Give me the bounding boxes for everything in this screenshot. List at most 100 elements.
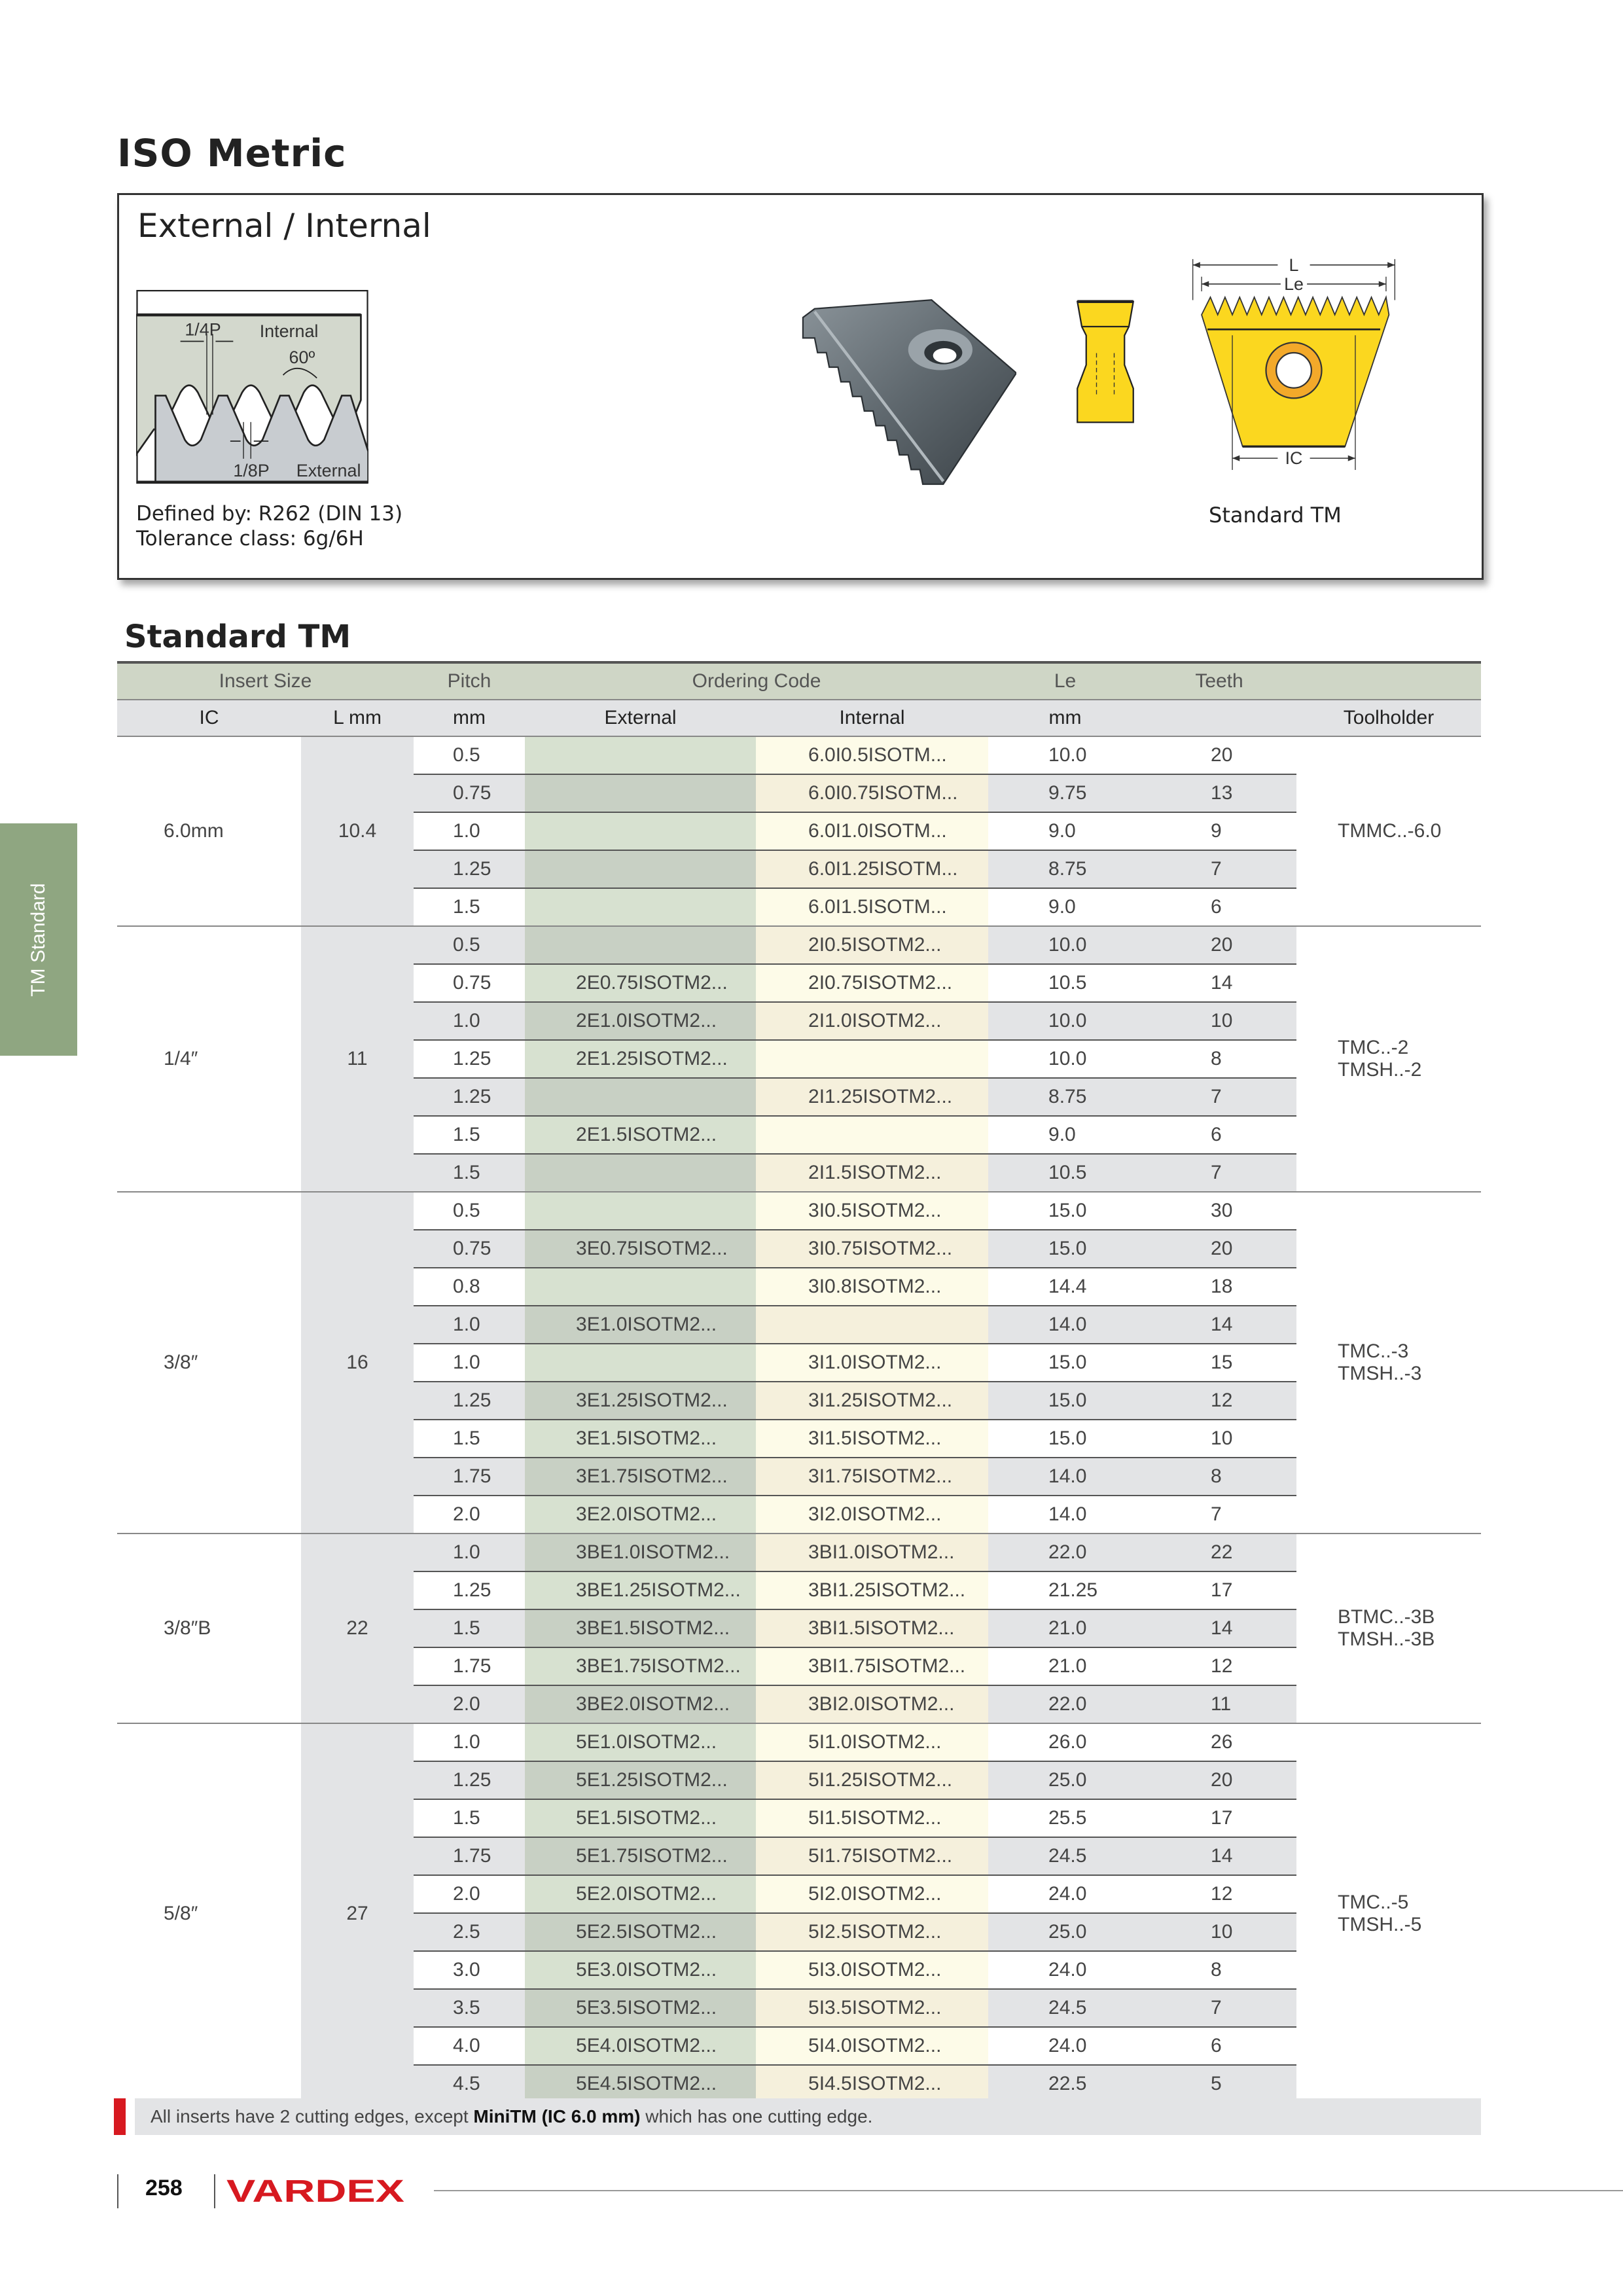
pitch-cell: 0.5 <box>414 925 526 965</box>
pitch-cell: 1.25 <box>414 850 526 889</box>
header-ordering-code: Ordering Code <box>525 661 989 700</box>
table-row: 1.25 2I1.25ISOTM2... 8.75 7 <box>117 1078 1481 1117</box>
le-cell: 9.0 <box>988 812 1143 851</box>
header-le-mm: mm <box>988 700 1143 737</box>
teeth-cell: 20 <box>1142 1230 1297 1268</box>
external-code-cell: 2E1.0ISOTM2... <box>525 1002 757 1041</box>
table-body: 6.0mm 10.4 0.5 6.0I0.5ISOTM... 10.0 20 TMMC..-… <box>117 736 1482 2104</box>
table-row: 0.75 2E0.75ISOTM2... 2I0.75ISOTM2... 10.5 14 <box>117 964 1481 1003</box>
le-cell: 8.75 <box>988 850 1143 889</box>
teeth-cell: 6 <box>1142 888 1297 926</box>
brand-name: VARDEX <box>226 2174 404 2207</box>
pitch-cell: 1.5 <box>414 1154 526 1192</box>
teeth-cell: 7 <box>1142 1078 1297 1117</box>
table-header-top: Insert Size Pitch Ordering Code Le Teeth <box>117 661 1482 700</box>
teeth-cell: 17 <box>1142 1571 1297 1610</box>
vardex-logo: VARDEX <box>226 2174 404 2207</box>
table-row: 0.8 3I0.8ISOTM2... 14.4 18 <box>117 1268 1481 1306</box>
internal-code-cell: 3I0.8ISOTM2... <box>756 1268 989 1306</box>
insert-3d-image <box>802 299 1016 485</box>
ic-cell: 3/8″ <box>117 1191 301 1534</box>
pitch-cell: 1.0 <box>414 1306 526 1344</box>
pitch-cell: 2.5 <box>414 1913 526 1952</box>
teeth-cell: 14 <box>1142 1837 1297 1876</box>
teeth-cell: 12 <box>1142 1875 1297 1914</box>
table-row: 0.75 3E0.75ISOTM2... 3I0.75ISOTM2... 15.0 20 <box>117 1230 1481 1268</box>
teeth-cell: 13 <box>1142 774 1297 813</box>
table-row: 0.75 6.0I0.75ISOTM... 9.75 13 <box>117 774 1481 813</box>
external-code-cell: 3E1.75ISOTM2... <box>525 1458 757 1496</box>
table-row: 1.5 5E1.5ISOTM2... 5I1.5ISOTM2... 25.5 17 <box>117 1799 1481 1838</box>
external-code-cell: 5E1.5ISOTM2... <box>525 1799 757 1838</box>
l-mm-cell: 27 <box>301 1723 414 2103</box>
teeth-cell: 9 <box>1142 812 1297 851</box>
external-code-cell: 3E1.25ISOTM2... <box>525 1382 757 1420</box>
internal-code-cell: 5I1.75ISOTM2... <box>756 1837 989 1876</box>
teeth-cell: 30 <box>1142 1191 1297 1230</box>
table-row: 1.5 2E1.5ISOTM2... 9.0 6 <box>117 1116 1481 1155</box>
pitch-cell: 2.0 <box>414 1875 526 1914</box>
internal-code-cell: 5I1.0ISOTM2... <box>756 1723 989 1762</box>
le-cell: 10.0 <box>988 925 1143 965</box>
table-row: 2.5 5E2.5ISOTM2... 5I2.5ISOTM2... 25.0 10 <box>117 1913 1481 1952</box>
footer-divider <box>117 2174 118 2208</box>
le-cell: 24.5 <box>988 1989 1143 2028</box>
note-prefix: All inserts have 2 cutting edges, except <box>151 2106 474 2126</box>
external-code-cell: 2E1.5ISOTM2... <box>525 1116 757 1155</box>
pitch-cell: 1.25 <box>414 1040 526 1079</box>
teeth-cell: 20 <box>1142 1761 1297 1800</box>
teeth-cell: 8 <box>1142 1458 1297 1496</box>
internal-code-cell: 3I1.25ISOTM2... <box>756 1382 989 1420</box>
page-title: ISO Metric <box>117 131 347 175</box>
le-cell: 26.0 <box>988 1723 1143 1762</box>
header-insert-size: Insert Size <box>117 661 414 700</box>
footer-rule <box>434 2190 1623 2191</box>
internal-code-cell: 3I1.5ISOTM2... <box>756 1420 989 1458</box>
external-code-cell <box>525 1344 757 1382</box>
external-code-cell <box>525 1154 757 1192</box>
teeth-cell: 5 <box>1142 2065 1297 2104</box>
dimension-l-label: L <box>1289 255 1299 275</box>
teeth-cell: 20 <box>1142 925 1297 965</box>
external-code-cell <box>525 925 757 965</box>
note-box: All inserts have 2 cutting edges, except… <box>135 2098 1481 2135</box>
le-cell: 9.75 <box>988 774 1143 813</box>
pitch-cell: 1.0 <box>414 1344 526 1382</box>
l-mm-cell: 10.4 <box>301 736 414 926</box>
toolholder-name: TMC..-3 <box>1338 1340 1409 1362</box>
internal-code-cell: 2I1.5ISOTM2... <box>756 1154 989 1192</box>
teeth-cell: 6 <box>1142 1116 1297 1155</box>
external-code-cell: 5E3.0ISOTM2... <box>525 1951 757 1990</box>
le-cell: 15.0 <box>988 1230 1143 1268</box>
external-code-cell: 5E1.0ISOTM2... <box>525 1723 757 1762</box>
table-row: 1.25 3E1.25ISOTM2... 3I1.25ISOTM2... 15.0 12 <box>117 1382 1481 1420</box>
tolerance-class-text: Tolerance class: 6g/6H <box>136 527 364 550</box>
toolholder-name: TMC..-5 <box>1338 1891 1409 1913</box>
side-tab-tm-standard[interactable]: TM Standard <box>0 823 77 1056</box>
table-header-sub: IC L mm mm External Internal mm Toolhold… <box>117 700 1482 737</box>
toolholder-name: TMMC..-6.0 <box>1338 820 1442 842</box>
pitch-cell: 1.25 <box>414 1761 526 1800</box>
l-mm-cell: 11 <box>301 925 414 1192</box>
table-row: 3.0 5E3.0ISOTM2... 5I3.0ISOTM2... 24.0 8 <box>117 1951 1481 1990</box>
pitch-cell: 3.5 <box>414 1989 526 2028</box>
external-code-cell <box>525 850 757 889</box>
internal-code-cell: 3BI1.5ISOTM2... <box>756 1609 989 1648</box>
pitch-cell: 1.5 <box>414 1799 526 1838</box>
external-code-cell: 2E0.75ISOTM2... <box>525 964 757 1003</box>
pitch-cell: 1.25 <box>414 1571 526 1610</box>
l-mm-cell: 16 <box>301 1191 414 1534</box>
pitch-cell: 0.5 <box>414 1191 526 1230</box>
teeth-cell: 18 <box>1142 1268 1297 1306</box>
pitch-cell: 1.75 <box>414 1458 526 1496</box>
teeth-cell: 15 <box>1142 1344 1297 1382</box>
table-row: 1.25 3BE1.25ISOTM2... 3BI1.25ISOTM2... 21.2… <box>117 1571 1481 1610</box>
toolholder-cell: TMMC..-6.0 <box>1296 736 1482 926</box>
pitch-cell: 1.25 <box>414 1382 526 1420</box>
pitch-cell: 0.75 <box>414 1230 526 1268</box>
internal-code-cell: 5I3.5ISOTM2... <box>756 1989 989 2028</box>
internal-code-cell: 6.0I0.75ISOTM... <box>756 774 989 813</box>
internal-code-cell: 5I2.0ISOTM2... <box>756 1875 989 1914</box>
table-row: 3/8″B 22 1.0 3BE1.0ISOTM2... 3BI1.0ISOTM2...… <box>117 1533 1482 1723</box>
table-row: 1.5 2I1.5ISOTM2... 10.5 7 <box>117 1154 1481 1192</box>
